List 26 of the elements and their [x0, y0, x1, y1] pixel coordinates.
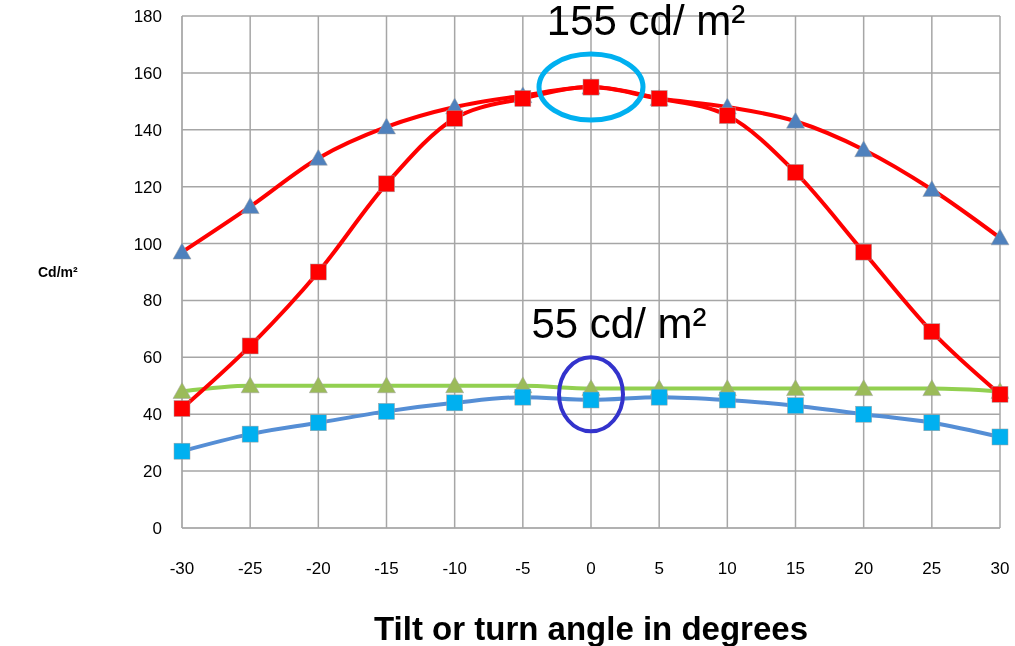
x-tick-label: -20 — [306, 559, 331, 579]
x-tick-label: -10 — [442, 559, 467, 579]
y-tick-label: 80 — [143, 291, 162, 311]
x-tick-label: 15 — [786, 559, 805, 579]
y-axis-title: Cd/m² — [38, 263, 78, 280]
y-tick-label: 20 — [143, 462, 162, 482]
y-tick-label: 60 — [143, 348, 162, 368]
y-tick-label: 0 — [152, 519, 162, 539]
x-tick-label: 30 — [990, 559, 1010, 579]
x-tick-label: -5 — [515, 559, 531, 579]
y-tick-label: 40 — [143, 405, 162, 425]
y-tick-label: 120 — [133, 177, 162, 197]
x-tick-label: 25 — [922, 559, 942, 579]
x-tick-label: 10 — [717, 559, 737, 579]
annotation: 55 cd/ m² — [531, 300, 707, 348]
x-tick-label: 20 — [854, 559, 874, 579]
x-tick-label: -30 — [169, 559, 195, 579]
y-tick-label: 100 — [133, 234, 162, 254]
x-tick-label: 0 — [586, 559, 596, 579]
x-tick-label: -25 — [237, 559, 263, 579]
x-tick-label: -15 — [374, 559, 399, 579]
annotation: 155 cd/ m² — [546, 0, 746, 45]
y-tick-label: 140 — [133, 120, 162, 140]
x-tick-label: 5 — [654, 559, 664, 579]
y-tick-label: 180 — [133, 7, 162, 27]
y-tick-label: 160 — [133, 63, 162, 83]
